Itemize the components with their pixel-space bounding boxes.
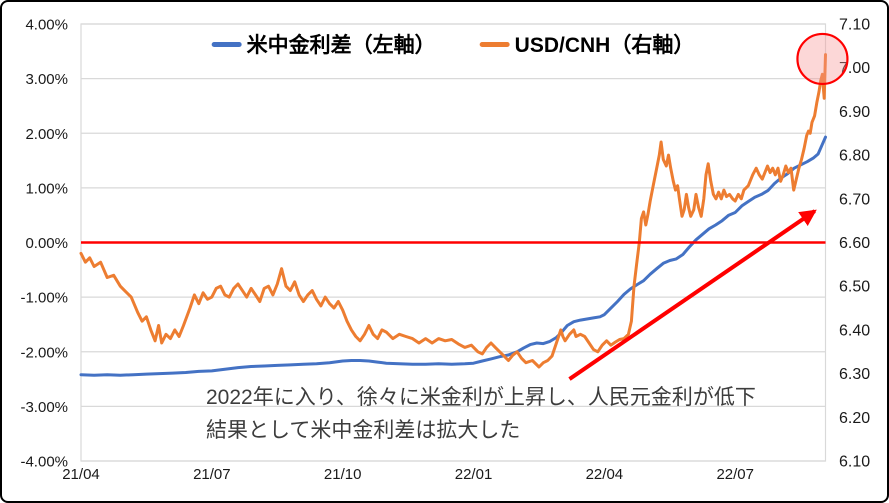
annotation-line-2: 結果として米中金利差は拡大した	[206, 419, 521, 442]
legend-item-rate-differential: 米中金利差（左軸）	[211, 29, 436, 59]
right-axis-tick-label: 6.40	[839, 322, 870, 339]
left-axis-tick-label: -2.00%	[20, 344, 68, 361]
right-axis-tick-label: 6.10	[839, 454, 870, 471]
right-axis-tick-label: 6.30	[839, 366, 870, 383]
right-axis-tick-label: 6.20	[839, 410, 870, 427]
legend-item-usdcnh: USD/CNH（右軸）	[479, 29, 695, 59]
right-axis-tick-label: 6.50	[839, 279, 870, 296]
left-axis-tick-label: 0.00%	[25, 235, 68, 252]
annotation-line-1: 2022年に入り、徐々に米金利が上昇し、人民元金利が低下	[206, 386, 756, 409]
x-axis-tick-label: 22/07	[716, 466, 754, 483]
chart-annotation: 2022年に入り、徐々に米金利が上昇し、人民元金利が低下 結果として米中金利差は…	[206, 381, 756, 447]
left-axis-tick-label: 1.00%	[25, 180, 68, 197]
legend-label-rate-differential: 米中金利差（左軸）	[246, 34, 436, 57]
right-axis-tick-label: 6.70	[839, 191, 870, 208]
left-axis-tick-label: 4.00%	[25, 17, 68, 34]
x-axis-tick-label: 22/04	[586, 466, 624, 483]
right-axis-tick-label: 6.60	[839, 235, 870, 252]
x-axis-tick-label: 21/10	[324, 466, 362, 483]
right-axis-tick-label: 7.10	[839, 17, 870, 34]
right-axis-tick-label: 6.90	[839, 104, 870, 121]
series-layer	[79, 53, 827, 377]
x-axis-tick-label: 22/01	[455, 466, 493, 483]
left-axis-tick-label: 3.00%	[25, 71, 68, 88]
left-axis-tick-label: 2.00%	[25, 126, 68, 143]
usdcnh-line	[79, 53, 827, 369]
legend-line-swatch-orange	[479, 41, 510, 47]
legend-label-usdcnh: USD/CNH（右軸）	[514, 34, 695, 57]
left-axis-tick-label: -1.00%	[20, 290, 68, 307]
overlay-layer	[81, 32, 849, 381]
chart-legend: 米中金利差（左軸） USD/CNH（右軸）	[211, 29, 695, 59]
highlight-circle	[796, 32, 849, 86]
legend-line-swatch-blue	[211, 41, 242, 47]
left-axis-tick-label: -4.00%	[20, 454, 68, 471]
x-axis-tick-label: 21/04	[62, 466, 100, 483]
x-axis-tick-label: 21/07	[193, 466, 231, 483]
trend-arrow	[568, 209, 817, 381]
right-axis-tick-label: 6.80	[839, 148, 870, 165]
axis-layer: 4.00% 3.00% 2.00% 1.00% 0.00% -1.00% -2.00% -3.…	[20, 17, 870, 484]
left-axis-tick-label: -3.00%	[20, 399, 68, 416]
rate-differential-line	[79, 135, 827, 377]
